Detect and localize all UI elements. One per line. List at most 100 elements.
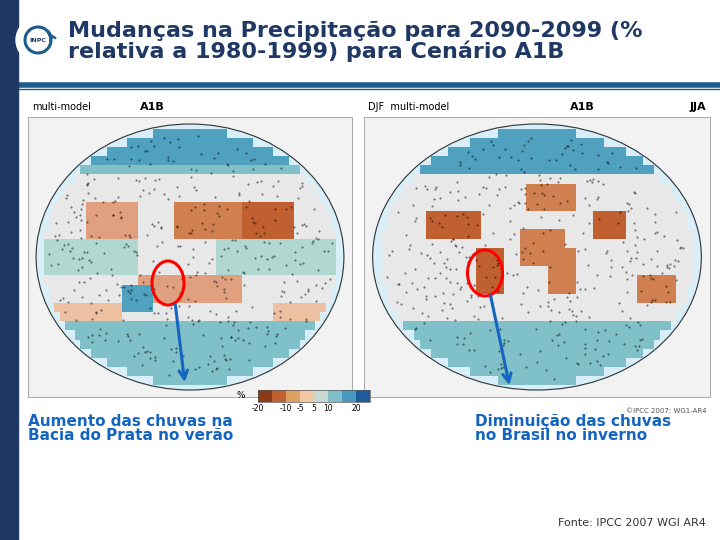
Bar: [643, 248, 649, 257]
Bar: [237, 248, 242, 257]
Bar: [81, 340, 86, 349]
Bar: [206, 285, 211, 294]
Bar: [415, 211, 420, 220]
Bar: [102, 248, 107, 257]
Bar: [543, 193, 548, 202]
Bar: [107, 285, 112, 294]
Bar: [565, 184, 570, 193]
Bar: [631, 248, 637, 257]
Bar: [676, 211, 682, 220]
Bar: [537, 193, 543, 202]
Bar: [253, 266, 258, 275]
Bar: [559, 349, 565, 358]
Bar: [431, 321, 437, 330]
Bar: [515, 358, 521, 367]
Bar: [206, 202, 211, 211]
Bar: [153, 156, 158, 165]
Bar: [415, 266, 420, 275]
Bar: [459, 275, 464, 285]
Bar: [248, 174, 253, 184]
Bar: [543, 184, 548, 193]
Bar: [515, 174, 521, 184]
Bar: [305, 202, 310, 211]
Bar: [448, 193, 454, 202]
Bar: [284, 239, 289, 248]
Bar: [637, 275, 643, 285]
Bar: [216, 294, 221, 303]
Bar: [526, 367, 531, 376]
Bar: [431, 294, 437, 303]
Bar: [253, 312, 258, 321]
Bar: [284, 165, 289, 174]
Bar: [143, 294, 148, 303]
Bar: [242, 303, 248, 312]
Bar: [498, 266, 503, 275]
Bar: [315, 312, 320, 321]
Bar: [570, 303, 576, 312]
Bar: [459, 266, 464, 275]
Bar: [174, 202, 179, 211]
Bar: [153, 220, 158, 230]
Bar: [164, 129, 169, 138]
Bar: [96, 156, 102, 165]
Bar: [531, 248, 537, 257]
Bar: [565, 230, 570, 239]
Bar: [570, 220, 576, 230]
Bar: [289, 248, 294, 257]
Bar: [387, 239, 392, 248]
Bar: [289, 220, 294, 230]
Bar: [174, 266, 179, 275]
Bar: [431, 239, 437, 248]
Bar: [315, 266, 320, 275]
Bar: [537, 294, 543, 303]
Bar: [248, 202, 253, 211]
Bar: [643, 312, 649, 321]
Bar: [284, 193, 289, 202]
Bar: [185, 358, 190, 367]
Bar: [179, 257, 185, 266]
Bar: [86, 266, 91, 275]
Bar: [621, 184, 626, 193]
Bar: [86, 184, 91, 193]
Bar: [442, 193, 448, 202]
Bar: [269, 275, 274, 285]
Bar: [253, 184, 258, 193]
Bar: [269, 358, 274, 367]
Bar: [437, 257, 442, 266]
Bar: [190, 147, 195, 156]
Bar: [279, 211, 284, 220]
Bar: [559, 294, 565, 303]
Bar: [570, 202, 576, 211]
Bar: [158, 220, 164, 230]
Bar: [325, 266, 331, 275]
Bar: [604, 230, 609, 239]
Bar: [543, 248, 548, 257]
Bar: [253, 358, 258, 367]
Bar: [598, 230, 604, 239]
Bar: [481, 340, 487, 349]
Bar: [75, 174, 81, 184]
Bar: [107, 303, 112, 312]
Bar: [65, 193, 70, 202]
Bar: [660, 239, 665, 248]
Bar: [320, 248, 325, 257]
Bar: [253, 285, 258, 294]
Bar: [454, 266, 459, 275]
Bar: [248, 220, 253, 230]
Bar: [158, 147, 164, 156]
Bar: [615, 156, 621, 165]
Bar: [122, 239, 127, 248]
Bar: [476, 266, 481, 275]
Bar: [609, 202, 615, 211]
Bar: [174, 285, 179, 294]
Bar: [253, 239, 258, 248]
Bar: [294, 312, 300, 321]
Bar: [521, 340, 526, 349]
Bar: [682, 248, 688, 257]
Bar: [91, 330, 96, 340]
Bar: [269, 330, 274, 340]
Bar: [325, 239, 331, 248]
Bar: [531, 220, 537, 230]
Bar: [509, 248, 515, 257]
Bar: [284, 349, 289, 358]
